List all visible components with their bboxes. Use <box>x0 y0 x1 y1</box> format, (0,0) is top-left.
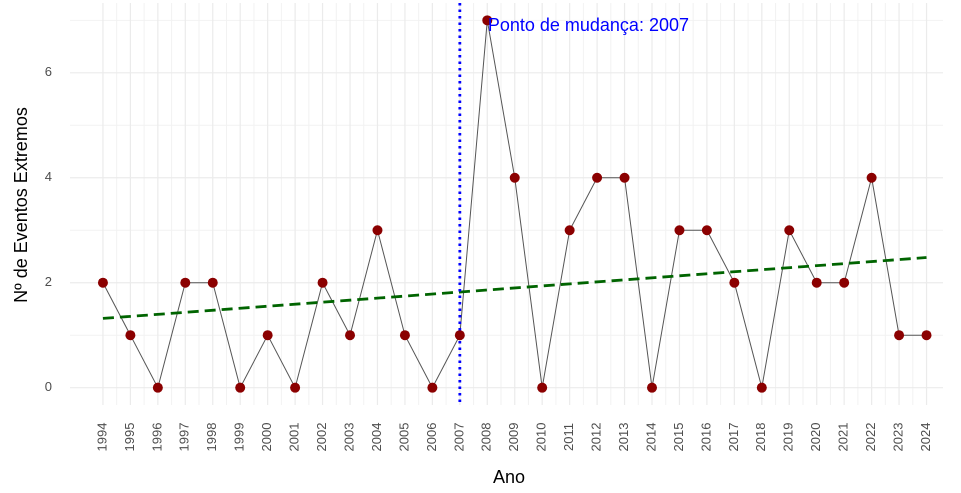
data-point <box>152 382 163 393</box>
data-point <box>454 330 465 341</box>
data-point <box>537 382 548 393</box>
change-point-label: Ponto de mudança: 2007 <box>488 15 689 35</box>
x-tick-label: 2013 <box>616 423 631 452</box>
x-tick-label: 2015 <box>671 423 686 452</box>
y-tick-label: 2 <box>45 274 52 289</box>
data-point <box>125 330 136 341</box>
x-tick-label: 1999 <box>232 423 247 452</box>
x-tick-label: 2000 <box>259 423 274 452</box>
x-tick-label: 1996 <box>149 423 164 452</box>
x-tick-label: 2016 <box>698 423 713 452</box>
data-point <box>290 382 301 393</box>
x-tick-label: 2009 <box>506 423 521 452</box>
x-tick-label: 1994 <box>94 423 109 452</box>
data-point <box>701 225 712 236</box>
x-tick-label: 2011 <box>561 423 576 451</box>
x-tick-label: 2008 <box>479 423 494 452</box>
data-point <box>729 277 740 288</box>
x-axis-title: Ano <box>493 467 525 487</box>
x-tick-label: 2002 <box>314 423 329 452</box>
data-point <box>592 172 603 183</box>
x-tick-label: 2014 <box>643 423 658 452</box>
data-point <box>180 277 191 288</box>
y-tick-label: 6 <box>45 64 52 79</box>
y-tick-label: 0 <box>45 379 52 394</box>
data-point <box>207 277 218 288</box>
data-point <box>674 225 685 236</box>
x-tick-label: 2003 <box>341 423 356 452</box>
data-point <box>839 277 850 288</box>
x-tick-label: 2020 <box>808 423 823 452</box>
data-point <box>756 382 767 393</box>
x-tick-label: 2005 <box>396 423 411 452</box>
x-tick-label: 2012 <box>589 423 604 452</box>
data-point <box>647 382 657 393</box>
x-tick-label: 2010 <box>534 423 549 452</box>
data-point <box>509 172 520 183</box>
y-tick-label: 4 <box>45 169 52 184</box>
y-axis-title: Nº de Eventos Extremos <box>11 107 31 303</box>
x-tick-label: 2023 <box>891 423 906 452</box>
x-tick-label: 2019 <box>781 423 796 452</box>
x-tick-label: 2001 <box>287 423 302 452</box>
x-tick-label: 1997 <box>177 423 192 452</box>
data-point <box>921 330 932 341</box>
x-tick-label: 2004 <box>369 423 384 452</box>
x-tick-label: 2024 <box>918 423 933 452</box>
x-tick-label: 2022 <box>863 423 878 452</box>
data-point <box>427 382 438 393</box>
data-point <box>372 225 383 236</box>
x-tick-label: 1995 <box>122 423 137 452</box>
data-point <box>235 382 246 393</box>
data-point <box>262 330 273 341</box>
data-point <box>399 330 410 341</box>
x-tick-label: 2021 <box>836 423 851 452</box>
data-point <box>482 15 493 26</box>
x-tick-label: 2018 <box>753 423 768 452</box>
data-point <box>894 330 905 341</box>
data-point <box>345 330 356 341</box>
x-tick-label: 2006 <box>424 423 439 452</box>
data-point <box>866 172 877 183</box>
x-tick-label: 2017 <box>726 423 741 452</box>
x-tick-label: 1998 <box>204 423 219 452</box>
data-point <box>784 225 795 236</box>
trend-line <box>102 256 927 320</box>
x-tick-label: 2007 <box>451 423 466 452</box>
data-point <box>97 277 108 288</box>
data-point <box>317 277 328 288</box>
data-point <box>811 277 822 288</box>
data-point <box>564 225 575 236</box>
data-point <box>619 172 630 183</box>
